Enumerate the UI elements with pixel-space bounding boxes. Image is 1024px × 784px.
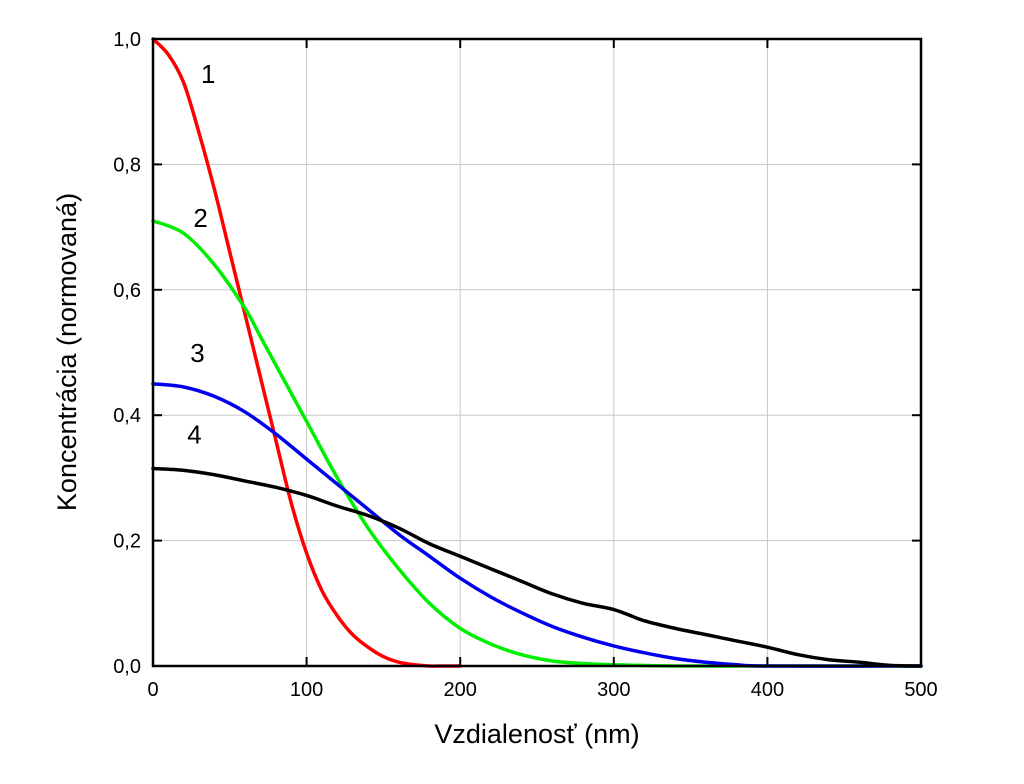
x-tick-label: 300 xyxy=(597,679,630,701)
y-tick-label: 0,8 xyxy=(113,154,141,176)
series-line-4 xyxy=(151,466,923,668)
x-axis-label: Vzdialenosť (nm) xyxy=(434,719,639,749)
x-tick-label: 400 xyxy=(751,679,784,701)
series-lines xyxy=(151,37,923,668)
series-label-2: 2 xyxy=(193,203,207,233)
x-tick-label: 0 xyxy=(147,679,158,701)
y-axis-label: Koncentrácia (normovaná) xyxy=(52,193,82,511)
series-label-4: 4 xyxy=(187,419,201,449)
y-tick-label: 0,2 xyxy=(113,531,141,553)
plot-frame xyxy=(151,37,923,668)
tick-labels: 0 100 200 300 400 500 0,0 0,2 0,4 0,6 0,8 1,0 xyxy=(113,29,938,701)
x-tick-label: 100 xyxy=(290,679,323,701)
series-label-3: 3 xyxy=(190,338,204,368)
series-line-2 xyxy=(151,219,923,668)
series-line-1 xyxy=(151,37,462,668)
y-tick-label: 0,6 xyxy=(113,280,141,302)
series-line-3 xyxy=(151,382,923,668)
x-tick-label: 500 xyxy=(904,679,937,701)
y-tick-label: 1,0 xyxy=(113,29,141,51)
series-labels: 1 2 3 4 xyxy=(187,59,215,450)
y-tick-label: 0,4 xyxy=(113,405,141,427)
y-tick-label: 0,0 xyxy=(113,656,141,678)
axis-ticks xyxy=(152,38,922,667)
grid-lines xyxy=(153,39,921,666)
series-label-1: 1 xyxy=(201,59,215,89)
x-tick-label: 200 xyxy=(444,679,477,701)
